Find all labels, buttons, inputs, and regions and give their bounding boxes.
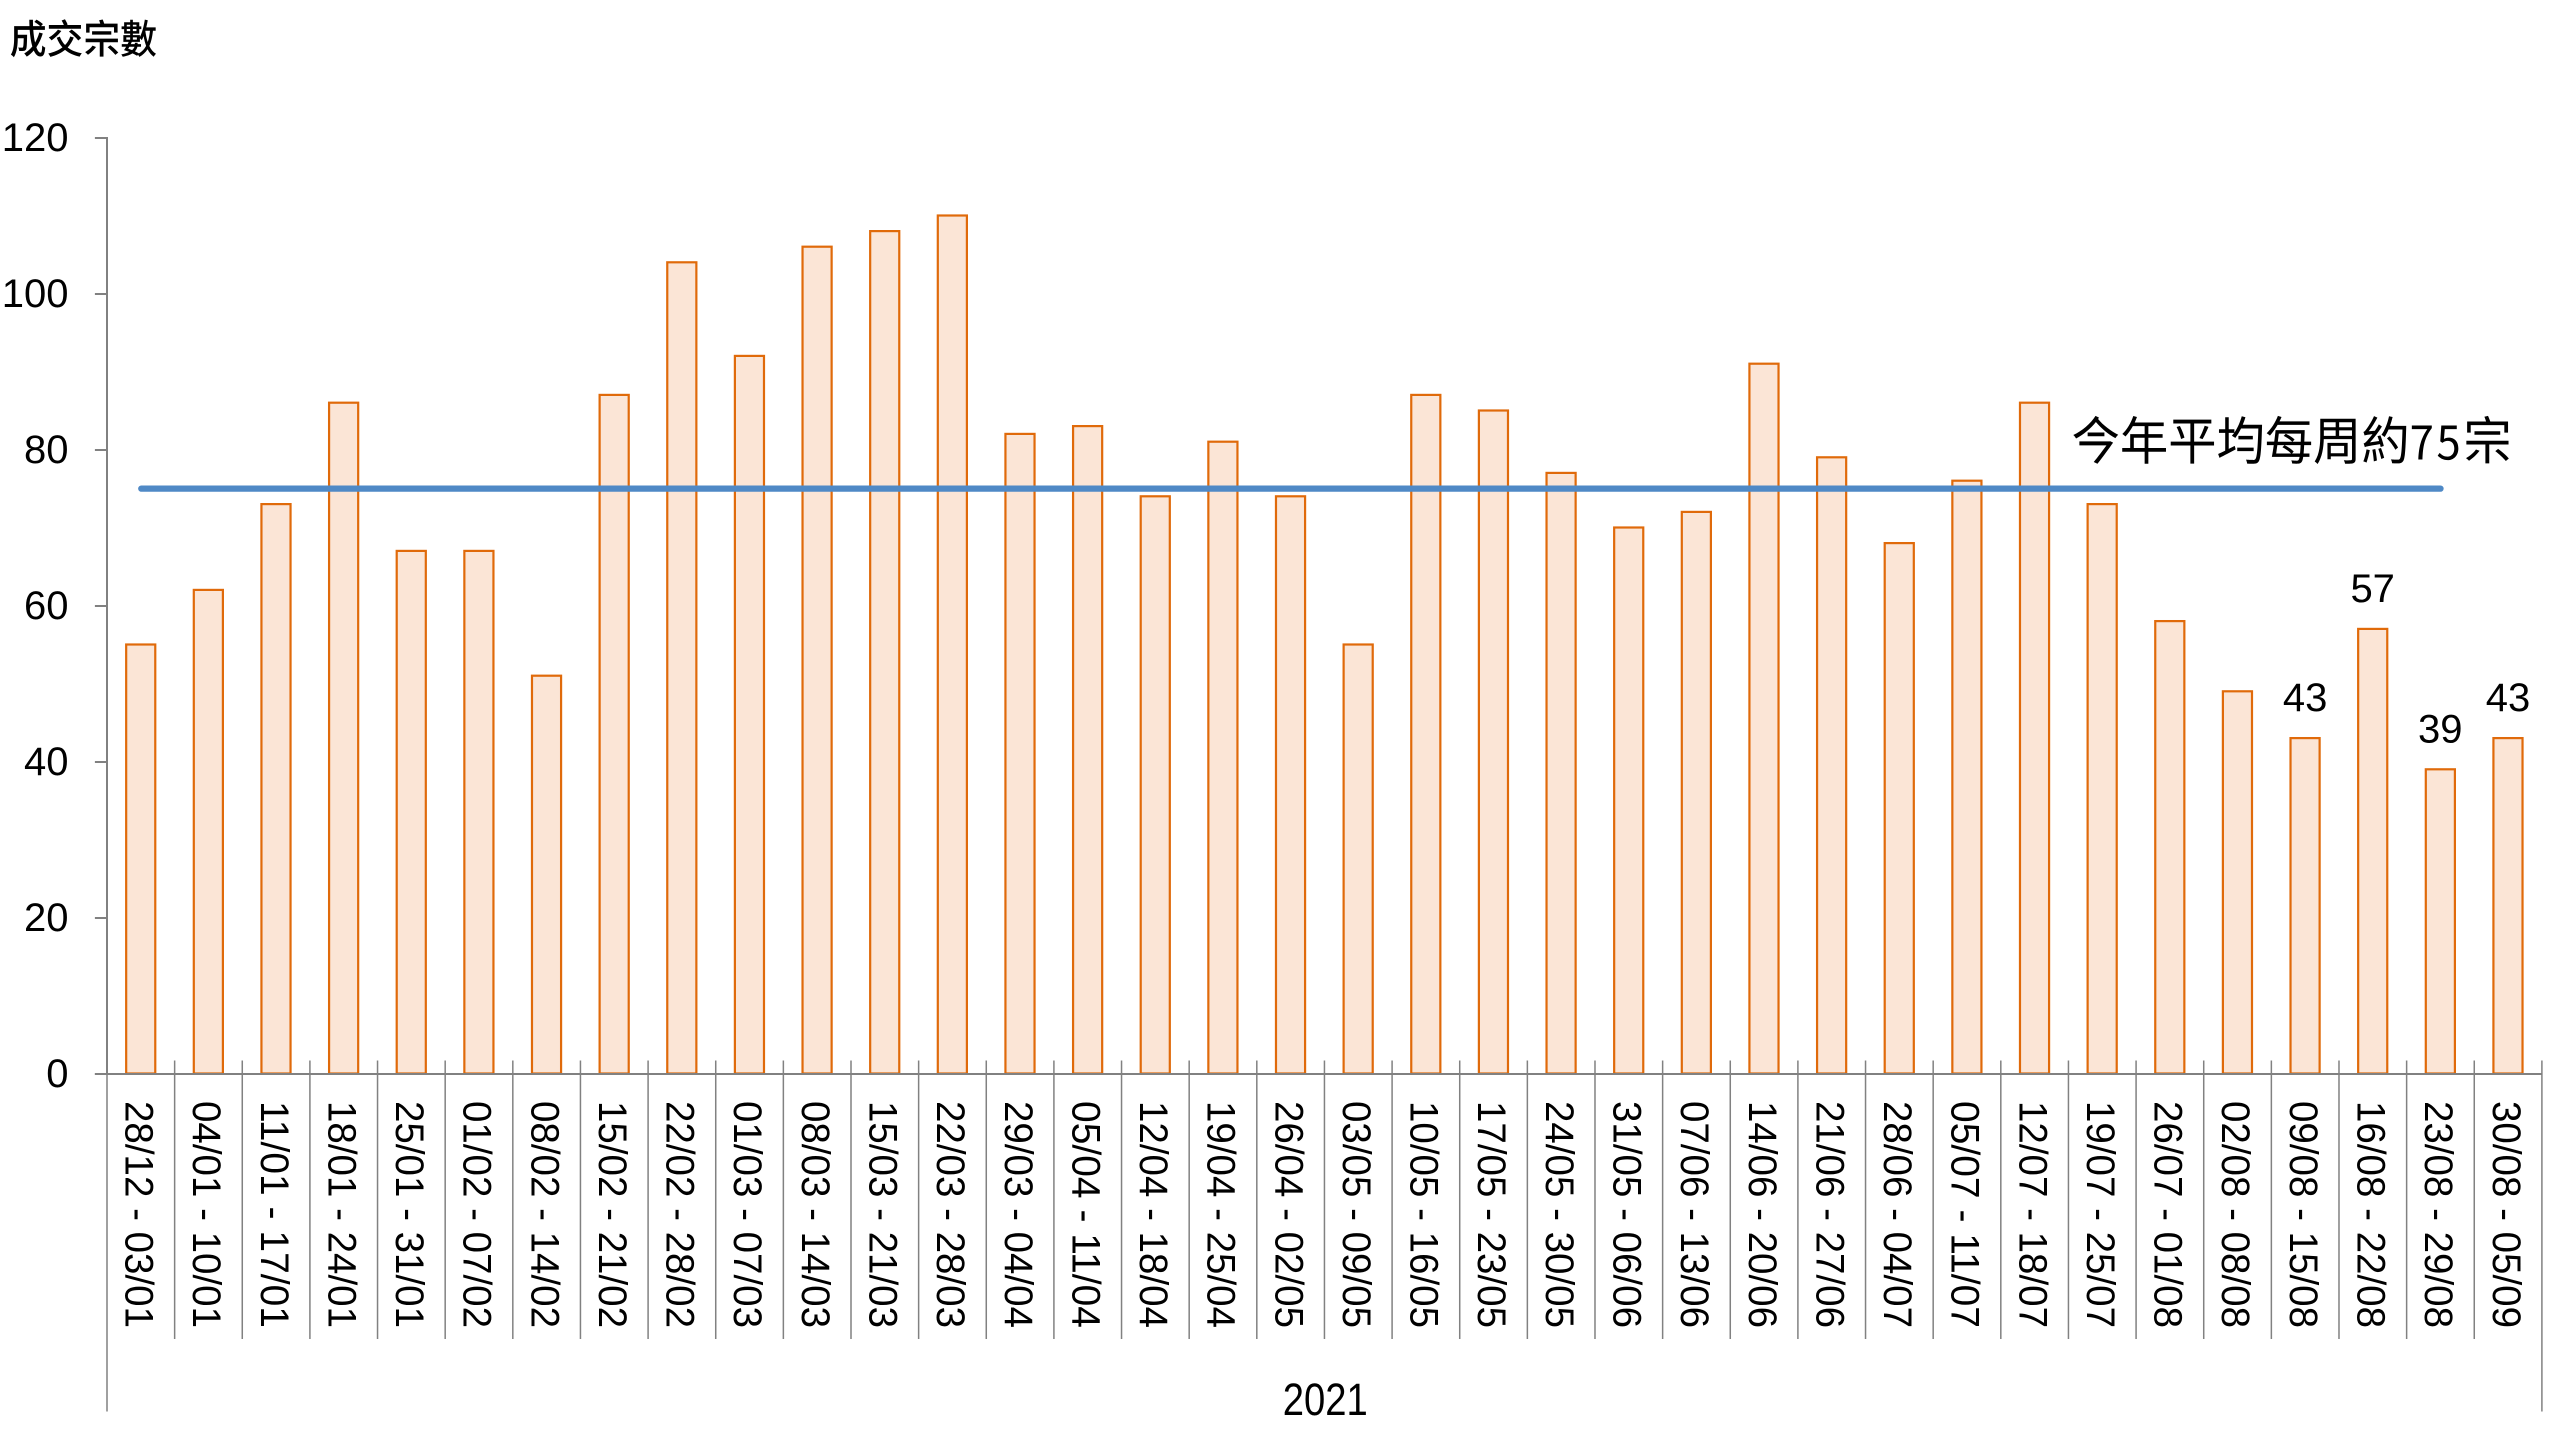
svg-text:17/05 - 23/05: 17/05 - 23/05 <box>1469 1101 1513 1328</box>
svg-text:19/07 - 25/07: 19/07 - 25/07 <box>2078 1101 2122 1328</box>
svg-text:01/03 - 07/03: 01/03 - 07/03 <box>725 1101 769 1328</box>
svg-text:18/01 - 24/01: 18/01 - 24/01 <box>319 1101 363 1328</box>
svg-text:0: 0 <box>46 1052 68 1096</box>
svg-text:04/01 - 10/01: 04/01 - 10/01 <box>184 1101 228 1328</box>
svg-text:120: 120 <box>2 116 69 160</box>
svg-text:60: 60 <box>24 584 69 628</box>
svg-text:08/02 - 14/02: 08/02 - 14/02 <box>522 1101 566 1328</box>
svg-text:16/08 - 22/08: 16/08 - 22/08 <box>2349 1101 2393 1328</box>
svg-text:57: 57 <box>2350 567 2395 611</box>
svg-text:28/12 - 03/01: 28/12 - 03/01 <box>117 1101 161 1328</box>
svg-text:15/03 - 21/03: 15/03 - 21/03 <box>861 1101 905 1328</box>
svg-text:31/05 - 06/06: 31/05 - 06/06 <box>1605 1101 1649 1328</box>
svg-text:03/05 - 09/05: 03/05 - 09/05 <box>1334 1101 1378 1328</box>
svg-text:39: 39 <box>2418 707 2463 751</box>
svg-text:12/04 - 18/04: 12/04 - 18/04 <box>1131 1101 1175 1328</box>
svg-text:11/01 - 17/01: 11/01 - 17/01 <box>252 1101 296 1328</box>
svg-text:07/06 - 13/06: 07/06 - 13/06 <box>1672 1101 1716 1328</box>
svg-text:29/03 - 04/04: 29/03 - 04/04 <box>996 1101 1040 1328</box>
svg-text:24/05 - 30/05: 24/05 - 30/05 <box>1537 1101 1581 1328</box>
svg-text:26/04 - 02/05: 26/04 - 02/05 <box>1266 1101 1310 1328</box>
svg-text:100: 100 <box>2 272 69 316</box>
svg-text:10/05 - 16/05: 10/05 - 16/05 <box>1402 1101 1446 1328</box>
svg-text:23/08 - 29/08: 23/08 - 29/08 <box>2416 1101 2460 1328</box>
svg-text:20: 20 <box>24 896 69 940</box>
svg-text:40: 40 <box>24 740 69 784</box>
svg-text:26/07 - 01/08: 26/07 - 01/08 <box>2146 1101 2190 1328</box>
svg-text:43: 43 <box>2486 676 2531 720</box>
svg-text:22/03 - 28/03: 22/03 - 28/03 <box>928 1101 972 1328</box>
svg-text:05/07 - 11/07: 05/07 - 11/07 <box>1943 1101 1987 1328</box>
svg-text:22/02 - 28/02: 22/02 - 28/02 <box>658 1101 702 1328</box>
svg-text:08/03 - 14/03: 08/03 - 14/03 <box>793 1101 837 1328</box>
svg-text:21/06 - 27/06: 21/06 - 27/06 <box>1807 1101 1851 1328</box>
svg-text:02/08 - 08/08: 02/08 - 08/08 <box>2213 1101 2257 1328</box>
svg-text:25/01 - 31/01: 25/01 - 31/01 <box>387 1101 431 1328</box>
svg-text:43: 43 <box>2283 676 2328 720</box>
svg-text:19/04 - 25/04: 19/04 - 25/04 <box>1199 1101 1243 1328</box>
svg-text:2021: 2021 <box>1283 1374 1368 1425</box>
svg-text:15/02 - 21/02: 15/02 - 21/02 <box>590 1101 634 1328</box>
svg-text:12/07 - 18/07: 12/07 - 18/07 <box>2010 1101 2054 1328</box>
svg-text:30/08 - 05/09: 30/08 - 05/09 <box>2484 1101 2528 1328</box>
svg-text:05/04 - 11/04: 05/04 - 11/04 <box>1063 1101 1107 1328</box>
svg-text:80: 80 <box>24 428 69 472</box>
svg-text:09/08 - 15/08: 09/08 - 15/08 <box>2281 1101 2325 1328</box>
svg-text:28/06 - 04/07: 28/06 - 04/07 <box>1875 1101 1919 1328</box>
svg-text:14/06 - 20/06: 14/06 - 20/06 <box>1740 1101 1784 1328</box>
svg-text:01/02 - 07/02: 01/02 - 07/02 <box>455 1101 499 1328</box>
